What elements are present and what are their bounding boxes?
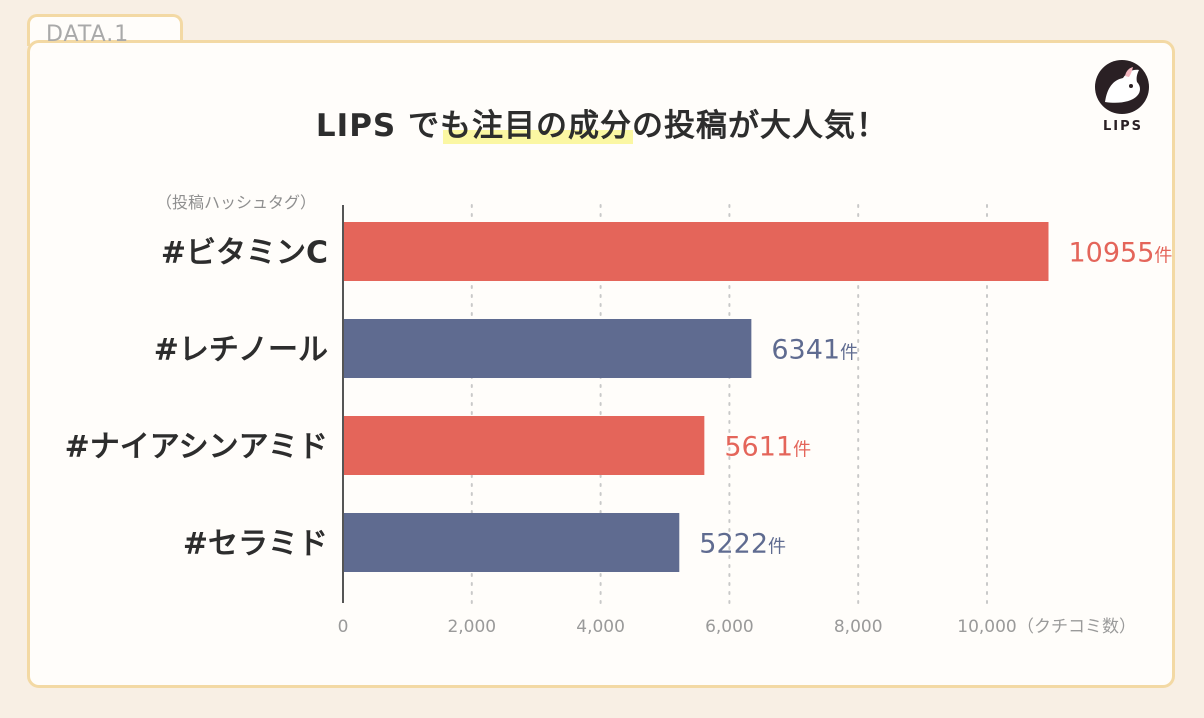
- data-label-value: 6341: [771, 335, 840, 366]
- data-label: 10955件: [1069, 238, 1173, 269]
- bar: [344, 319, 752, 378]
- logo-label: LIPS: [1102, 119, 1143, 134]
- data-tab-label: DATA.1: [46, 22, 130, 47]
- lips-logo-icon: [1095, 60, 1149, 114]
- x-tick-label: 0: [338, 617, 349, 637]
- chart-title: LIPS でも注目の成分の投稿が大人気！: [315, 108, 889, 144]
- category-label: #ナイアシンアミド: [65, 430, 328, 465]
- category-axis-label: （投稿ハッシュタグ）: [156, 193, 317, 212]
- data-label-unit: 件: [840, 343, 858, 364]
- category-label: #セラミド: [183, 527, 328, 562]
- data-label: 5611件: [724, 432, 811, 463]
- x-tick-label: 8,000: [834, 617, 883, 637]
- bar: [344, 416, 705, 475]
- data-label-value: 10955: [1069, 238, 1155, 269]
- data-label-value: 5611: [724, 432, 793, 463]
- category-label: #レチノール: [154, 333, 328, 368]
- x-tick-label: 2,000: [447, 617, 496, 637]
- data-label-value: 5222: [699, 529, 768, 560]
- title-highlight: [443, 130, 633, 144]
- x-tick-label: 10,000: [957, 617, 1016, 637]
- data-label: 6341件: [771, 335, 858, 366]
- data-label-unit: 件: [1154, 246, 1172, 267]
- data-label-unit: 件: [768, 537, 786, 558]
- bar: [344, 513, 680, 572]
- data-label: 5222件: [699, 529, 786, 560]
- x-axis-label: （クチコミ数）: [1017, 617, 1136, 637]
- category-label: #ビタミンC: [161, 236, 328, 271]
- bar: [344, 222, 1049, 281]
- x-tick-label: 6,000: [705, 617, 754, 637]
- data-label-unit: 件: [793, 440, 811, 461]
- x-tick-label: 4,000: [576, 617, 625, 637]
